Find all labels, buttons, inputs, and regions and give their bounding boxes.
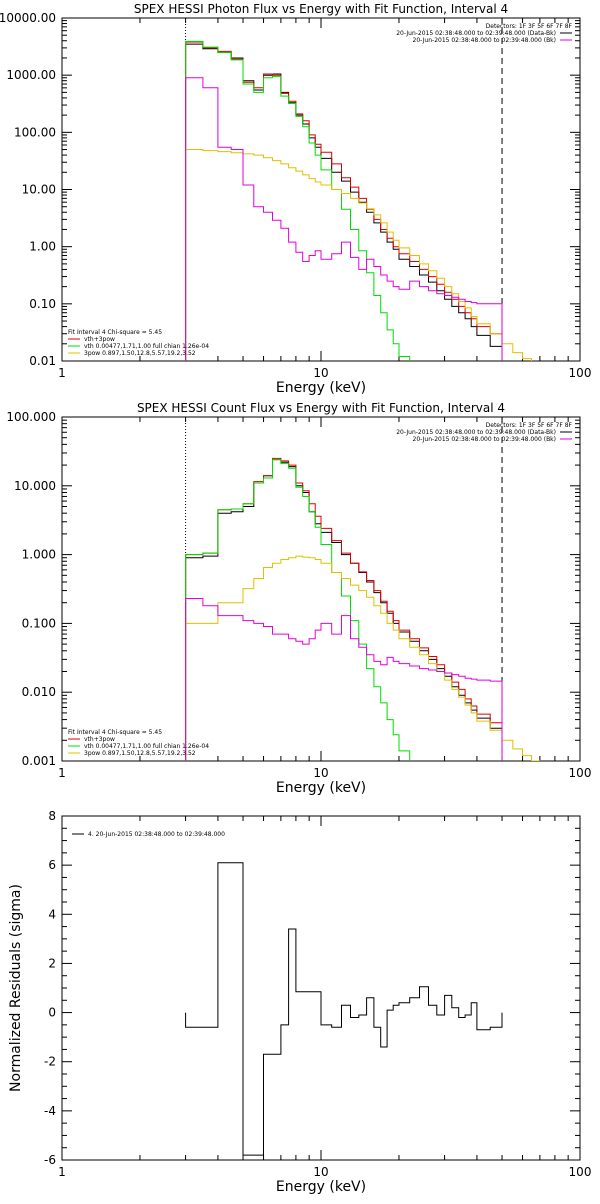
y-tick-label: 4 [48,907,56,921]
legend-text: 3pow 0.897,1.50,12.8,5.57,19.2,3.52 [84,750,196,757]
y-tick-label: 6 [48,858,56,872]
y-tick-label: 0.001 [22,754,56,768]
x-tick-label: 1 [58,766,66,780]
chart-2: SPEX HESSI Count Flux vs Energy with Fit… [6,401,591,796]
legend-text: vth+3pow [84,736,115,743]
x-tick-label: 10 [313,766,328,780]
series-group [185,457,541,761]
y-tick-label: 100.00 [14,125,56,139]
legend-text: vth 0.00477,1.71,1.00 full chian 1.26e-0… [84,743,209,750]
legend-text: vth+3pow [84,336,115,343]
series-group [185,40,532,361]
series-residuals [185,862,503,1156]
series-bk [185,77,503,361]
chart-3: 1 10 100 -6 -4 -2 0 2 4 6 8 Energy (keV) Normalized … [8,809,591,1195]
y-tick-label: 10.00 [22,183,56,197]
legend-text: Detectors: 1F 3F 5F 6F 7F 8F [486,23,573,30]
chart-title: SPEX HESSI Photon Flux vs Energy with Fi… [134,2,508,16]
y-tick-label: 0.100 [22,616,56,630]
x-axis-label: Energy (keV) [276,780,366,796]
x-tick-label: 1 [58,366,66,380]
y-tick-label: 100.000 [6,410,56,424]
y-tick-label: 1.00 [29,240,56,254]
series-vth [185,40,411,361]
x-tick-label: 1 [58,1165,66,1179]
series-vth-3pow [185,41,503,361]
y-tick-label: 1.000 [22,548,56,562]
legend-text: 20-Jun-2015 02:38:48.000 to 02:39:48.000… [396,30,556,37]
series-3pow [185,149,532,361]
y-axis-label: Normalized Residuals (sigma) [8,884,24,1092]
legend-text: 3pow 0.897,1.50,12.8,5.57,19.2,3.52 [84,350,196,357]
x-tick-label: 10 [313,366,328,380]
series-3pow [185,555,541,761]
legend-text: Detectors: 1F 3F 5F 6F 7F 8F [486,422,573,429]
series-vth-3pow [185,457,503,761]
y-tick-label: 2 [48,956,56,970]
y-tick-label: 0 [48,1006,56,1020]
legend-text: Fit Interval 4 Chi-square = 5.45 [68,329,162,336]
plot-frame [61,815,581,1161]
legend-text: Fit Interval 4 Chi-square = 5.45 [68,729,162,736]
x-axis-label: Energy (keV) [276,380,366,396]
x-tick-label: 100 [569,1165,592,1179]
series-bk [185,598,503,761]
y-tick-label: 10.000 [14,479,56,493]
x-tick-label: 100 [569,766,592,780]
legend-text: vth 0.00477,1.71,1.00 full chian 1.26e-0… [84,343,209,350]
series-group [185,862,503,1156]
legend-text: 20-Jun-2015 02:38:48.000 to 02:39:48.000… [413,37,556,44]
series-vth [185,459,411,761]
y-tick-label: 0.010 [22,685,56,699]
y-tick-label: 10000.00 [0,11,56,25]
legend-text: 20-Jun-2015 02:38:48.000 to 02:39:48.000… [396,429,556,436]
y-tick-label: 1000.00 [6,68,56,82]
y-tick-label: -6 [44,1153,56,1167]
y-tick-label: 8 [48,809,56,823]
series-data-bk [185,43,503,361]
y-tick-label: 0.10 [29,297,56,311]
y-tick-label: 0.01 [29,354,56,368]
y-tick-label: -4 [44,1104,56,1118]
y-tick-label: -2 [44,1055,56,1069]
legend-text: 4. 20-Jun-2015 02:38:48.000 to 02:39:48.… [88,831,225,838]
legend-text: 20-Jun-2015 02:38:48.000 to 02:39:48.000… [413,436,556,443]
x-axis-label: Energy (keV) [276,1179,366,1195]
x-tick-label: 10 [313,1165,328,1179]
x-tick-label: 100 [569,366,592,380]
chart-1: SPEX HESSI Photon Flux vs Energy with Fi… [0,2,591,396]
chart-title: SPEX HESSI Count Flux vs Energy with Fit… [137,401,505,415]
